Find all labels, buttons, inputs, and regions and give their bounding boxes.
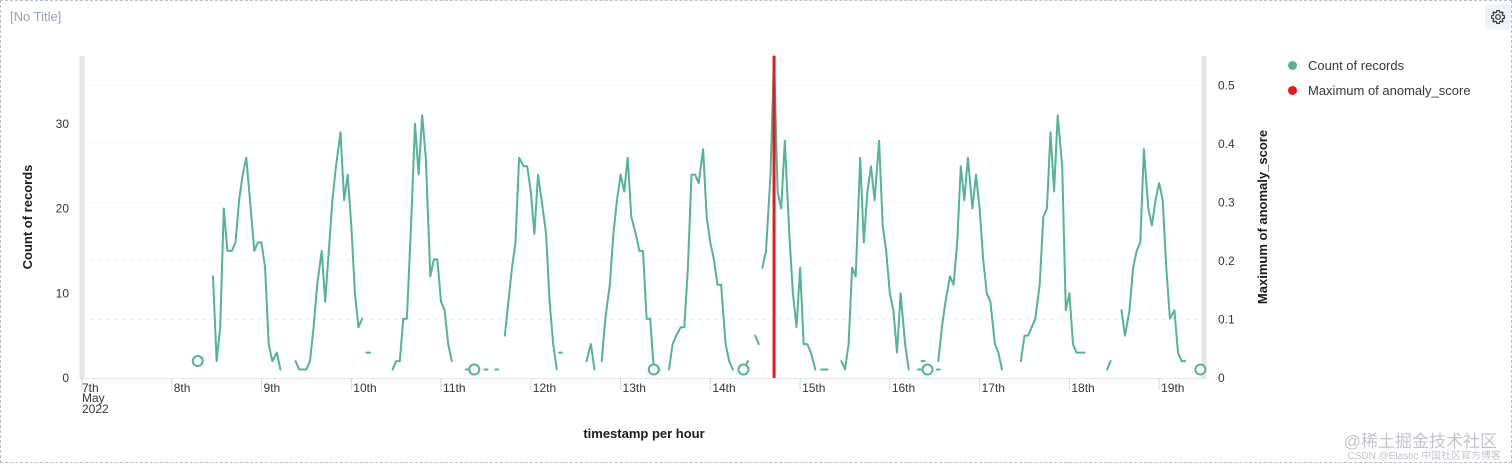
count-series-line: [937, 156, 1003, 371]
count-series-line: [1106, 360, 1112, 371]
x-axis-start-day: 7th: [82, 381, 99, 395]
y2-tick-label: 0.5: [1218, 78, 1235, 92]
count-series-line: [761, 55, 817, 371]
count-series-line: [1120, 148, 1187, 363]
count-series-line: [840, 139, 910, 371]
legend-item-count-of-records[interactable]: Count of records: [1288, 53, 1471, 78]
watermark-juejin: @稀土掘金技术社区: [1343, 432, 1497, 451]
count-series-line: [1019, 114, 1086, 363]
y2-tick-label: 0.3: [1218, 195, 1235, 209]
anomaly-score-bar: [772, 56, 776, 378]
count-isolated-point: [921, 363, 934, 376]
count-isolated-point: [737, 363, 750, 376]
y-tick-label: 30: [56, 117, 70, 131]
x-tick-label: 14th: [712, 381, 735, 395]
x-axis-start-year: 2022: [82, 402, 109, 416]
x-axis-ticks: 8th 9th 10th 11th 12th 13th 14th 15th 16th 17th 18…: [81, 378, 1184, 395]
y2-axis-label: Maximum of anomaly_score: [1255, 130, 1270, 304]
watermark-csdn: CSDN @Elastic 中国社区官方博客: [1347, 451, 1502, 462]
y2-tick-label: 0.1: [1218, 312, 1235, 326]
count-isolated-point: [1194, 363, 1207, 376]
y-tick-label: 20: [56, 202, 70, 216]
legend-label-count: Count of records: [1308, 58, 1405, 73]
count-series-line: [503, 156, 558, 371]
series-layer: [191, 55, 1207, 378]
legend-label-anomaly: Maximum of anomaly_score: [1308, 83, 1471, 98]
x-tick-label: 17th: [982, 381, 1005, 395]
y-axis-ticks: 0 10 20 30: [56, 117, 70, 385]
count-series-line: [600, 156, 655, 371]
count-isolated-point: [647, 363, 660, 376]
gear-icon: [1491, 10, 1505, 24]
y-axis-label: Count of records: [20, 165, 35, 270]
x-tick-label: 10th: [353, 381, 376, 395]
x-tick-label: 16th: [892, 381, 915, 395]
x-tick-label: 13th: [623, 381, 646, 395]
y2-tick-label: 0.4: [1218, 137, 1235, 151]
y-tick-label: 10: [56, 286, 70, 300]
legend-item-max-anomaly-score[interactable]: Maximum of anomaly_score: [1288, 78, 1471, 103]
axis-frames: [79, 56, 1207, 379]
x-tick-label: 15th: [802, 381, 825, 395]
y2-axis-ticks: 0 0.1 0.2 0.3 0.4 0.5: [1218, 78, 1235, 385]
count-isolated-point: [191, 355, 204, 368]
panel-settings-button[interactable]: [1485, 4, 1511, 30]
count-series-line: [212, 156, 282, 371]
legend-dot-count: [1288, 61, 1297, 70]
x-tick-label: 18th: [1071, 381, 1094, 395]
legend-dot-anomaly: [1288, 86, 1297, 95]
count-isolated-point: [468, 363, 481, 376]
count-series-line: [585, 343, 596, 371]
count-series-line: [754, 334, 760, 346]
y-tick-label: 0: [62, 371, 69, 385]
count-series-line: [391, 114, 453, 371]
x-tick-label: 12th: [533, 381, 556, 395]
x-tick-label: 8th: [174, 381, 191, 395]
x-tick-label: 9th: [264, 381, 281, 395]
panel-title: [No Title]: [10, 9, 62, 24]
x-axis-start-month: May: [82, 391, 105, 405]
y2-tick-label: 0: [1218, 371, 1225, 385]
x-tick-label: 11th: [443, 381, 465, 395]
x-tick-label: 19th: [1161, 381, 1184, 395]
x-axis-label: timestamp per hour: [583, 426, 704, 441]
count-series-line: [668, 148, 734, 371]
count-series-line: [294, 131, 364, 371]
y2-tick-label: 0.2: [1218, 254, 1235, 268]
chart-legend: Count of records Maximum of anomaly_scor…: [1288, 53, 1471, 103]
